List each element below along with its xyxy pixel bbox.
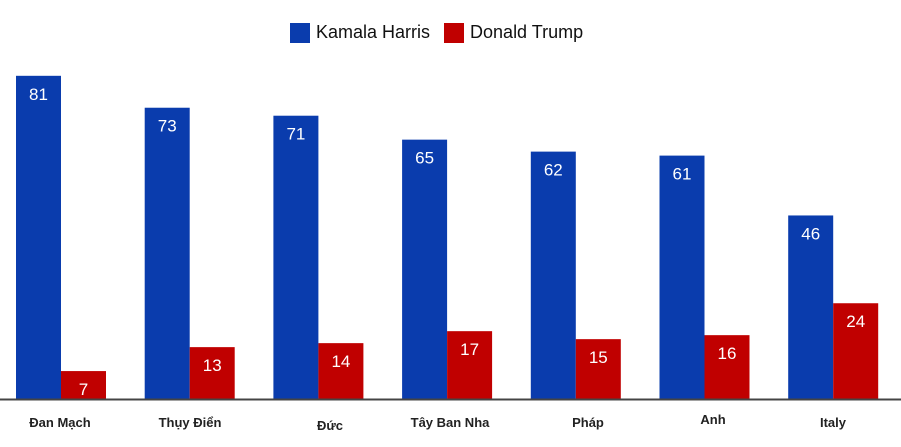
data-label-trump-2: 14 bbox=[331, 352, 350, 371]
data-label-harris-5: 61 bbox=[673, 165, 692, 184]
bar-trump-2 bbox=[318, 343, 364, 399]
data-label-trump-6: 24 bbox=[846, 312, 865, 331]
data-label-trump-4: 15 bbox=[589, 348, 608, 367]
data-label-trump-5: 16 bbox=[718, 344, 737, 363]
bar-harris-0 bbox=[16, 75, 61, 399]
data-label-trump-3: 17 bbox=[460, 340, 479, 359]
legend: Kamala Harris Donald Trump bbox=[290, 22, 597, 43]
data-label-trump-0: 7 bbox=[79, 380, 88, 399]
legend-label-harris: Kamala Harris bbox=[316, 22, 431, 42]
x-tick-label: Italy bbox=[820, 415, 847, 430]
bar-trump-1 bbox=[189, 347, 235, 399]
data-label-harris-3: 65 bbox=[415, 149, 434, 168]
data-label-harris-6: 46 bbox=[801, 224, 820, 243]
bar-trump-6 bbox=[833, 303, 879, 399]
x-tick-label: Đan Mạch bbox=[29, 415, 90, 430]
data-label-harris-4: 62 bbox=[544, 161, 563, 180]
bar-harris-6 bbox=[788, 215, 834, 399]
legend-swatch-trump bbox=[444, 22, 465, 43]
legend-swatch-harris bbox=[290, 22, 310, 43]
data-label-trump-1: 13 bbox=[203, 356, 222, 375]
bar-harris-2 bbox=[273, 115, 319, 400]
x-tick-label: Thụy Điển bbox=[159, 415, 222, 430]
bar-trump-3 bbox=[447, 331, 493, 399]
bar-trump-0 bbox=[61, 371, 106, 399]
bar-harris-4 bbox=[530, 151, 576, 399]
data-label-harris-1: 73 bbox=[158, 117, 177, 136]
legend-label-trump: Donald Trump bbox=[470, 22, 584, 42]
x-tick-label: Đức bbox=[317, 418, 343, 433]
legend-item-trump: Donald Trump bbox=[444, 22, 583, 43]
bar-trump-4 bbox=[575, 339, 621, 399]
data-label-harris-0: 81 bbox=[29, 85, 48, 104]
x-tick-label: Tây Ban Nha bbox=[411, 415, 491, 430]
bar-harris-5 bbox=[659, 155, 705, 399]
bar-harris-1 bbox=[144, 107, 190, 399]
x-tick-label: Pháp bbox=[572, 415, 604, 430]
data-label-harris-2: 71 bbox=[286, 125, 305, 144]
bar-harris-3 bbox=[402, 139, 448, 399]
x-tick-label: Anh bbox=[700, 412, 725, 427]
bar-trump-5 bbox=[704, 335, 750, 399]
legend-item-harris: Kamala Harris bbox=[290, 22, 430, 43]
